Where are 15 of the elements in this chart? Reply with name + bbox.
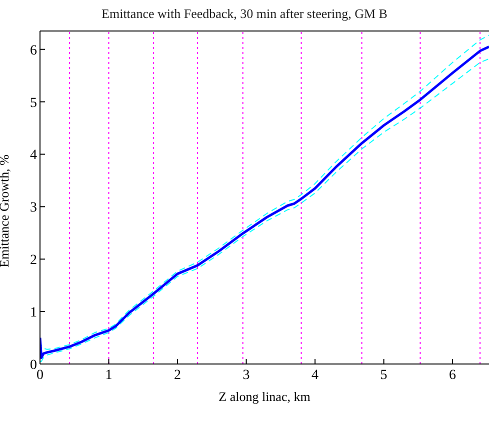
y-tick-label: 1 (30, 306, 37, 321)
x-tick-label: 4 (312, 368, 319, 383)
y-tick-label: 6 (30, 43, 37, 58)
y-tick-label: 5 (30, 96, 37, 111)
y-tick-label: 2 (30, 253, 37, 268)
x-axis-title: Z along linac, km (218, 389, 310, 404)
x-tick-label: 5 (380, 368, 388, 383)
y-tick-label: 3 (30, 200, 37, 216)
y-tick-label: 0 (30, 358, 37, 373)
x-tick-label: 3 (242, 368, 250, 383)
x-tick-label: 1 (105, 368, 112, 383)
x-tick-label: 2 (174, 368, 182, 383)
chart-title: Emittance with Feedback, 30 min after steering, GM B (100, 6, 388, 22)
x-tick-label: 6 (449, 368, 456, 383)
y-tick-label: 4 (30, 148, 37, 164)
